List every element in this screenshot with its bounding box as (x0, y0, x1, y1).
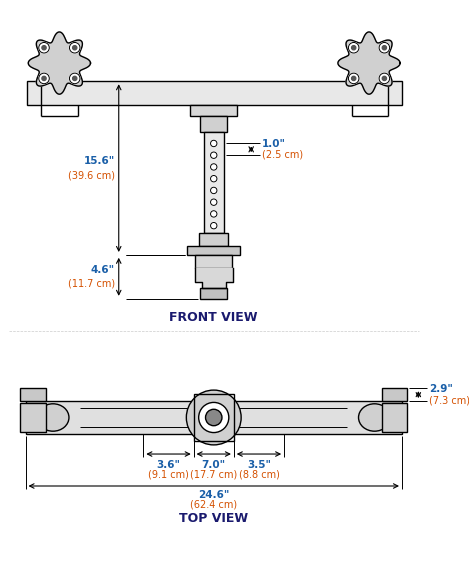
Text: (8.8 cm): (8.8 cm) (239, 469, 280, 480)
Polygon shape (195, 268, 233, 288)
Bar (199, 233, 228, 246)
Circle shape (73, 46, 77, 50)
Bar (27, 81, 402, 105)
Circle shape (69, 42, 80, 53)
Circle shape (379, 42, 390, 53)
Text: (17.7 cm): (17.7 cm) (190, 469, 237, 480)
Polygon shape (338, 32, 400, 94)
Circle shape (348, 42, 359, 53)
Circle shape (39, 73, 49, 84)
Circle shape (352, 77, 356, 81)
Text: FRONT VIEW: FRONT VIEW (169, 311, 258, 324)
Ellipse shape (358, 404, 391, 431)
Text: 3.5": 3.5" (247, 460, 271, 469)
Text: 3.6": 3.6" (157, 460, 181, 469)
Bar (382, 388, 408, 401)
Text: 4.6": 4.6" (91, 266, 115, 275)
Bar (200, 288, 227, 299)
Circle shape (186, 390, 241, 445)
Circle shape (42, 77, 46, 81)
Text: 2.9": 2.9" (429, 384, 453, 394)
Ellipse shape (37, 404, 69, 431)
Polygon shape (28, 32, 91, 94)
Circle shape (211, 199, 217, 206)
Circle shape (211, 152, 217, 158)
Bar (20, 403, 45, 432)
Bar (190, 105, 237, 116)
Bar (204, 132, 224, 233)
Bar (20, 388, 45, 401)
Text: (62.4 cm): (62.4 cm) (190, 500, 237, 510)
Circle shape (211, 223, 217, 229)
Text: (39.6 cm): (39.6 cm) (68, 170, 115, 180)
Circle shape (382, 77, 386, 81)
Bar (194, 394, 234, 441)
Bar (196, 255, 232, 268)
Circle shape (352, 46, 356, 50)
Circle shape (348, 73, 359, 84)
Text: 1.0": 1.0" (262, 139, 286, 149)
Text: (2.5 cm): (2.5 cm) (262, 150, 303, 160)
Circle shape (211, 140, 217, 147)
Text: 24.6": 24.6" (198, 490, 229, 500)
Circle shape (73, 77, 77, 81)
Bar (26, 401, 402, 434)
Circle shape (205, 409, 222, 426)
Circle shape (211, 211, 217, 217)
Circle shape (382, 46, 386, 50)
Circle shape (69, 73, 80, 84)
Bar (187, 246, 240, 255)
Bar (200, 116, 227, 132)
Text: (7.3 cm): (7.3 cm) (429, 395, 469, 405)
Bar (382, 403, 408, 432)
Text: (9.1 cm): (9.1 cm) (148, 469, 189, 480)
Text: 15.6": 15.6" (84, 156, 115, 166)
Circle shape (379, 73, 390, 84)
Circle shape (42, 46, 46, 50)
Circle shape (39, 42, 49, 53)
Circle shape (211, 175, 217, 182)
Text: 7.0": 7.0" (202, 460, 226, 469)
Circle shape (211, 164, 217, 170)
Circle shape (211, 187, 217, 194)
Circle shape (199, 403, 229, 433)
Text: TOP VIEW: TOP VIEW (179, 512, 248, 525)
Text: (11.7 cm): (11.7 cm) (68, 278, 115, 288)
